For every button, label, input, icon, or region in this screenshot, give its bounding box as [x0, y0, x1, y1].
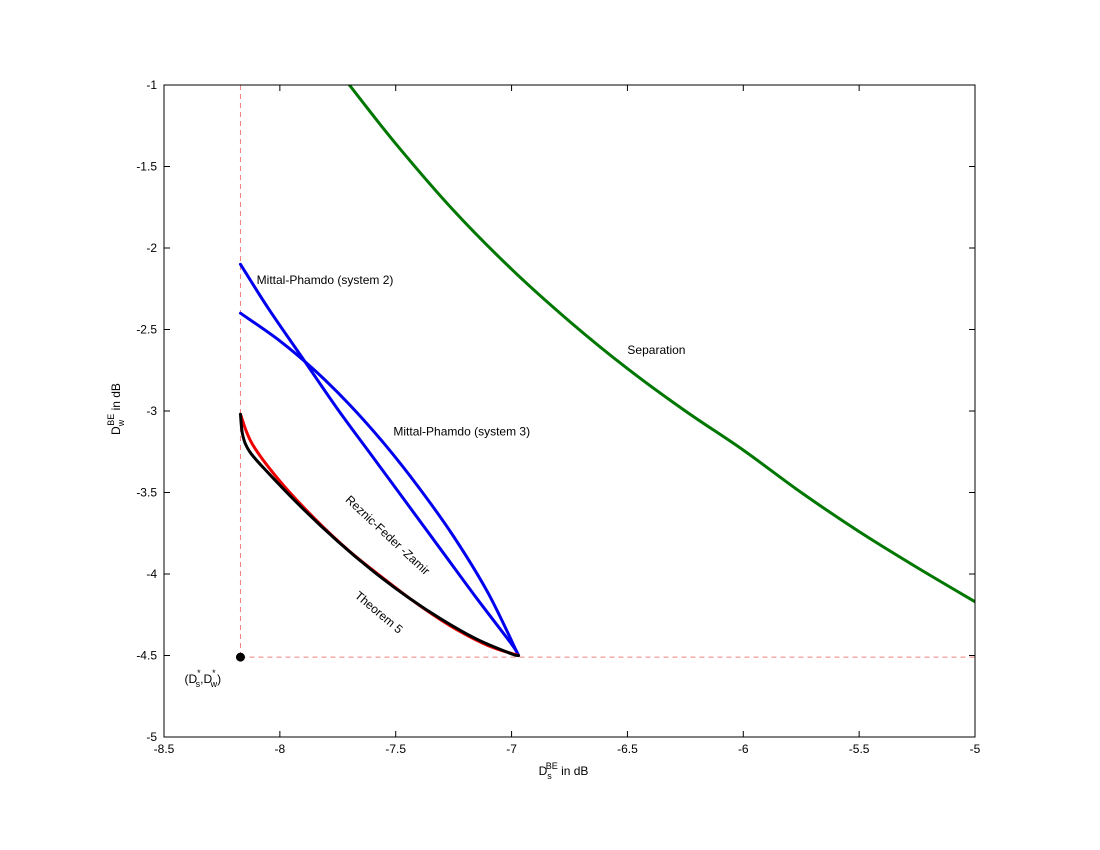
x-tick-label: -5.5: [849, 742, 870, 756]
y-axis-ticks: -5 -4.5 -4 -3.5 -3 -2.5 -2 -1.5 -1: [136, 78, 975, 744]
reference-lines: [239, 85, 975, 658]
reference-point-label: (D* s,D* w): [184, 668, 221, 689]
x-tick-label: -6.5: [617, 742, 638, 756]
y-tick-label: -4.5: [136, 649, 157, 663]
x-axis-ticks: -8.5 -8 -7.5 -7 -6.5 -6 -5.5 -5: [154, 85, 981, 756]
curve-annotation: Separation: [627, 343, 685, 357]
reference-label-close: ): [217, 672, 221, 686]
reference-label-sub2: w: [210, 679, 218, 689]
y-tick-label: -3: [146, 404, 157, 418]
curve-annotation: Reznic-Feder -Zamir: [343, 493, 433, 578]
x-tick-label: -7.5: [385, 742, 406, 756]
curve-annotation: Mittal-Phamdo (system 3): [393, 424, 530, 438]
x-tick-label: -8: [275, 742, 286, 756]
curve-annotation: Mittal-Phamdo (system 2): [257, 273, 394, 287]
y-tick-label: -1.5: [136, 160, 157, 174]
series-line-theorem-5: [238, 412, 521, 658]
series-line-mittal-phamdo-system-3: [238, 311, 521, 657]
reference-label-sup1: *: [197, 668, 201, 678]
x-tick-label: -6: [738, 742, 749, 756]
x-tick-label: -5: [970, 742, 981, 756]
x-tick-label: -7: [506, 742, 517, 756]
series-line-separation: [347, 85, 975, 604]
y-tick-label: -2: [146, 241, 157, 255]
curve-annotations: Mittal-Phamdo (system 2) Mittal-Phamdo (s…: [257, 273, 686, 637]
x-tick-label: -8.5: [154, 742, 175, 756]
reference-point: [235, 652, 245, 662]
plot-frame: [163, 84, 976, 738]
y-tick-label: -1: [146, 78, 157, 92]
reference-label-open: (D: [184, 672, 197, 686]
x-axis-label: DsBE in dB: [539, 761, 589, 781]
curve-annotation: Theorem 5: [352, 588, 406, 636]
series-curves: [238, 85, 975, 658]
y-axis-label: DwBE in dB: [106, 383, 126, 435]
series-line-mittal-phamdo-system-2: [238, 262, 521, 657]
y-tick-label: -2.5: [136, 323, 157, 337]
reference-point-group: (D* s,D* w): [184, 652, 245, 689]
y-tick-label: -5: [146, 730, 157, 744]
reference-label-sup2: *: [212, 668, 216, 678]
reference-label-sub1: s: [196, 679, 201, 689]
reference-label-comma: ,D: [200, 672, 212, 686]
y-tick-label: -3.5: [136, 486, 157, 500]
y-tick-label: -4: [146, 567, 157, 581]
